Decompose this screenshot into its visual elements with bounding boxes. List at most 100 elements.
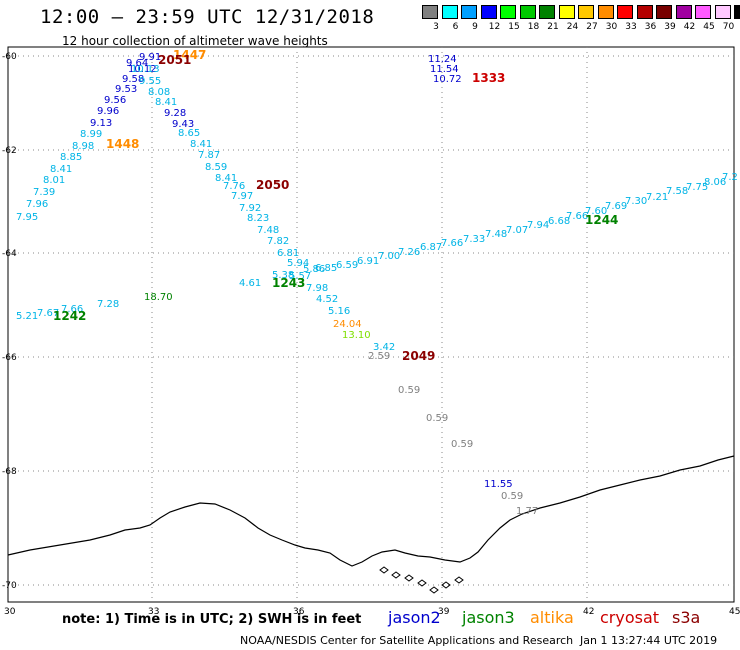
legend-swatch xyxy=(714,5,731,19)
island-outline xyxy=(404,574,414,582)
legend-swatch xyxy=(636,5,653,19)
legend-label: 24 xyxy=(566,22,579,32)
wave-height-value: 10.72 xyxy=(433,74,462,85)
satellite-name-jason2: jason2 xyxy=(388,608,441,627)
legend-swatch xyxy=(578,5,594,19)
legend-label: 12 xyxy=(488,22,501,32)
satellite-name-altika: altika xyxy=(530,608,574,627)
wave-height-value: 6.59 xyxy=(336,260,358,271)
latitude-label: -60 xyxy=(2,52,17,62)
wave-height-value: 7.82 xyxy=(267,236,289,247)
wave-height-value: 9.53 xyxy=(115,84,137,95)
legend-label: 45 xyxy=(703,22,715,32)
island-outline xyxy=(379,566,389,574)
legend-label: 3 xyxy=(433,22,439,32)
wave-height-value: 7.87 xyxy=(198,150,220,161)
wave-height-value: 7.33 xyxy=(463,234,485,245)
wave-height-value: 5.16 xyxy=(328,306,350,317)
legend-label: 30 xyxy=(605,22,618,32)
wave-height-value: 8.98 xyxy=(72,141,94,152)
wave-height-value: 7.95 xyxy=(16,212,38,223)
wave-height-value: 1.77 xyxy=(516,506,538,517)
wave-height-value: 18.70 xyxy=(144,292,173,303)
wave-height-value: 7.97 xyxy=(231,191,253,202)
wave-height-value: 7.66 xyxy=(566,211,588,222)
longitude-label: 36 xyxy=(293,607,305,617)
legend-swatch xyxy=(695,5,711,19)
longitude-label: 30 xyxy=(4,607,16,617)
wave-height-value: 9.43 xyxy=(172,119,194,130)
legend-swatch xyxy=(519,5,536,19)
wave-height-value: 7.69 xyxy=(605,201,627,212)
legend-label: 15 xyxy=(508,22,520,32)
wave-height-value: 7.26 xyxy=(398,247,420,258)
wave-height-value: 9.28 xyxy=(164,108,186,119)
wave-height-value: 7.66 xyxy=(441,238,463,249)
axis-labels: -60 -62 -64 -66 -68 -70 30 33 36 39 42 45 xyxy=(2,52,740,617)
wave-height-value: 7.00 xyxy=(378,251,400,262)
wave-height-value: 9.91 xyxy=(139,52,161,63)
legend-swatch xyxy=(734,5,740,19)
wave-height-value: 10.13 xyxy=(131,64,160,75)
wave-height-value: 5.86 xyxy=(303,264,325,275)
pass-time-label: 1333 xyxy=(472,71,505,85)
satellite-name-s3a: s3a xyxy=(672,608,701,627)
wave-height-value: 9.64 xyxy=(126,58,148,69)
wave-height-value: 5.94 xyxy=(287,258,309,269)
wave-height-value: 6.85 xyxy=(315,263,337,274)
wave-height-value: 11.54 xyxy=(430,64,459,75)
longitude-label: 39 xyxy=(438,607,450,617)
pass-time-label: 1447 xyxy=(173,48,206,62)
wave-height-value: 11.55 xyxy=(484,479,513,490)
wave-height-value: 0.59 xyxy=(501,491,523,502)
wave-height-value: 7.2 xyxy=(722,172,738,183)
wave-height-value: 8.41 xyxy=(215,173,237,184)
footer-note: note: 1) Time is in UTC; 2) SWH is in fe… xyxy=(62,612,362,627)
legend-label: 70 xyxy=(722,22,735,32)
wave-height-value: 9.56 xyxy=(104,95,126,106)
wave-height-value: 7.75 xyxy=(686,182,708,193)
wave-height-value: 8.85 xyxy=(60,152,82,163)
legend-label: 36 xyxy=(644,22,657,32)
island-outline xyxy=(454,576,464,584)
wave-height-value: 6.87 xyxy=(420,242,442,253)
wave-height-value: 7.21 xyxy=(646,192,668,203)
wave-height-value: 8.23 xyxy=(247,213,269,224)
wave-height-value: 8.59 xyxy=(205,162,227,173)
wave-height-value: 6.91 xyxy=(357,256,379,267)
longitude-label: 42 xyxy=(583,607,594,617)
wave-height-value: 5.57 xyxy=(289,271,311,282)
wave-height-value: 8.41 xyxy=(190,139,212,150)
island-outline xyxy=(417,579,427,587)
legend-label: 9 xyxy=(472,22,478,32)
wave-height-value: 7.92 xyxy=(239,203,261,214)
pass-time-label: 1243 xyxy=(272,276,305,290)
wave-height-value: 0.59 xyxy=(398,385,420,396)
legend-swatch xyxy=(656,5,672,19)
wave-height-value: 7.98 xyxy=(306,283,328,294)
wave-height-value: 0.59 xyxy=(451,439,473,450)
wave-height-value: 2.59 xyxy=(368,351,390,362)
wave-height-value: 8.41 xyxy=(155,97,177,108)
legend-swatch xyxy=(422,5,438,19)
wave-height-value: 7.30 xyxy=(625,196,647,207)
map-frame xyxy=(7,46,735,603)
wave-height-value: 9.96 xyxy=(97,106,119,117)
legend-swatch xyxy=(480,5,497,19)
wave-height-value: 7.60 xyxy=(585,206,607,217)
latitude-label: -64 xyxy=(2,249,17,259)
generated-timestamp: Jan 1 13:27:44 UTC 2019 xyxy=(580,634,718,647)
legend-label: 27 xyxy=(586,22,598,32)
legend-swatch xyxy=(461,5,477,19)
wave-height-value: 5.38 xyxy=(272,270,294,281)
graticule xyxy=(8,47,734,602)
wave-height-value: 3.42 xyxy=(373,342,395,353)
wave-height-value: 0.59 xyxy=(426,413,448,424)
wave-height-value: 7.96 xyxy=(26,199,48,210)
wave-height-value: 10.12 xyxy=(128,64,157,75)
legend-label: 42 xyxy=(683,22,696,32)
pass-time-label: 2050 xyxy=(256,178,289,192)
credit-line: NOAA/NESDIS Center for Satellite Applica… xyxy=(240,634,574,647)
